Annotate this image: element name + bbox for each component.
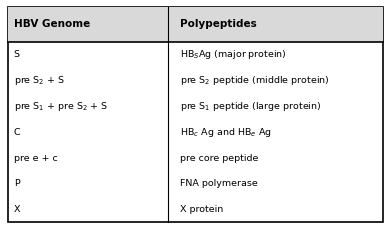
Text: Polypeptides: Polypeptides — [180, 19, 256, 30]
Bar — [8, 7, 383, 42]
Text: HB$_S$Ag (major protein): HB$_S$Ag (major protein) — [180, 48, 287, 61]
Text: C: C — [14, 128, 20, 137]
Text: S: S — [14, 50, 20, 59]
Text: FNA polymerase: FNA polymerase — [180, 179, 258, 188]
Text: pre S$_1$ peptide (large protein): pre S$_1$ peptide (large protein) — [180, 100, 321, 113]
Text: pre S$_2$ + S: pre S$_2$ + S — [14, 74, 65, 87]
Text: HBV Genome: HBV Genome — [14, 19, 90, 30]
Text: X protein: X protein — [180, 205, 223, 214]
Text: HB$_c$ Ag and HB$_e$ Ag: HB$_c$ Ag and HB$_e$ Ag — [180, 126, 272, 139]
Text: pre S$_1$ + pre S$_2$ + S: pre S$_1$ + pre S$_2$ + S — [14, 100, 108, 113]
Text: X: X — [14, 205, 20, 214]
Text: pre core peptide: pre core peptide — [180, 153, 258, 163]
Text: pre S$_2$ peptide (middle protein): pre S$_2$ peptide (middle protein) — [180, 74, 330, 87]
Text: pre e + c: pre e + c — [14, 153, 57, 163]
Text: P: P — [14, 179, 20, 188]
